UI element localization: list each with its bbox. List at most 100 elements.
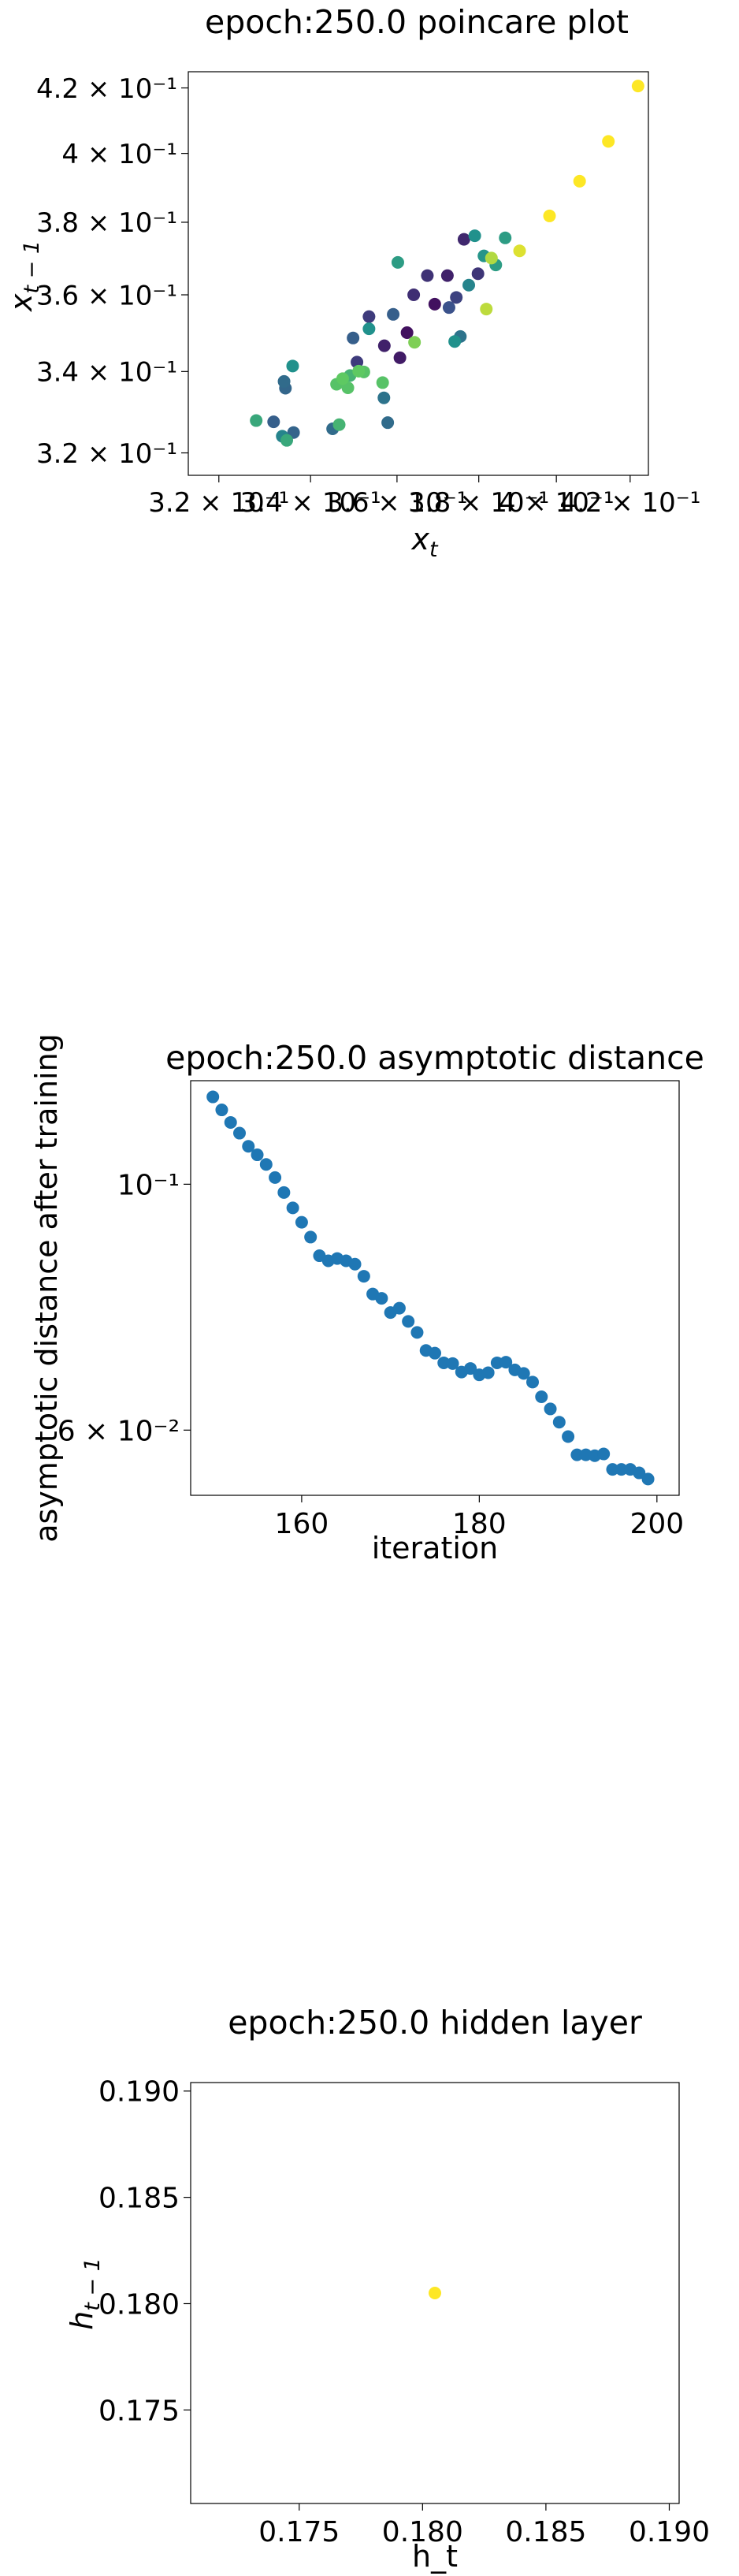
scatter-point	[606, 1463, 619, 1476]
hidden-layer-chart: epoch:250.0 hidden layer 0.175 0.180 0.185…	[65, 2004, 710, 2574]
scatter-point	[347, 331, 360, 344]
scatter-point	[517, 1367, 530, 1380]
x-tick-label: 0.180	[382, 2516, 463, 2548]
scatter-point	[421, 269, 434, 282]
scatter-point	[280, 434, 294, 447]
scatter-point	[446, 1357, 459, 1370]
scatter-point	[429, 2287, 441, 2299]
x-tick-label: 0.190	[629, 2516, 710, 2548]
y-axis-label: asymptotic distance after training	[29, 1033, 64, 1543]
x-tick-label: 3.8 × 10⁻¹	[408, 487, 549, 519]
scatter-point	[457, 233, 470, 246]
x-tick-label: 3.4 × 10⁻¹	[240, 487, 381, 519]
x-tick-label: 200	[629, 1508, 684, 1540]
scatter-point	[391, 255, 404, 269]
scatter-point	[407, 288, 421, 302]
scatter-point	[442, 301, 455, 315]
scatter-point	[381, 416, 395, 430]
scatter-point	[631, 80, 644, 93]
x-tick-label: 160	[275, 1508, 329, 1540]
scatter-point	[233, 1126, 246, 1140]
scatter-point	[362, 310, 376, 323]
scatter-point	[480, 303, 493, 316]
scatter-point	[352, 364, 366, 378]
scatter-point	[259, 1158, 273, 1171]
y-tick-label: 4 × 10⁻¹	[61, 139, 177, 170]
x-axis-label: h_t	[412, 2539, 458, 2574]
scatter-point	[464, 1362, 477, 1375]
x-tick-label: 180	[452, 1508, 507, 1540]
scatter-point	[526, 1375, 539, 1389]
y-tick-label: 3.2 × 10⁻¹	[36, 438, 177, 470]
scatter-point	[267, 415, 280, 429]
scatter-point	[615, 1463, 628, 1476]
scatter-point	[485, 251, 498, 265]
scatter-point	[377, 339, 391, 352]
scatter-point	[341, 381, 355, 394]
scatter-point	[277, 374, 291, 388]
scatter-point	[242, 1140, 255, 1153]
y-tick-label: 3.6 × 10⁻¹	[36, 280, 177, 311]
x-axis-label: iteration	[372, 1531, 499, 1565]
x-tick-label: 0.185	[505, 2516, 586, 2548]
chart-title: epoch:250.0 hidden layer	[228, 2004, 642, 2042]
scatter-point	[393, 351, 407, 364]
y-tick-label: 4.2 × 10⁻¹	[36, 73, 177, 105]
chart-title: epoch:250.0 asymptotic distance	[165, 1039, 704, 1077]
scatter-point	[450, 291, 463, 304]
y-tick-label: 0.175	[98, 2395, 180, 2427]
scatter-point	[286, 359, 299, 373]
scatter-point	[410, 1326, 424, 1339]
scatter-point	[387, 307, 400, 321]
y-tick-label: 0.185	[98, 2183, 180, 2215]
scatter-point	[499, 231, 512, 244]
x-tick-label: 4.2 × 10⁻¹	[559, 487, 700, 519]
scatter-point	[535, 1390, 548, 1404]
y-tick-label: 6 × 10⁻²	[58, 1415, 180, 1447]
y-tick-label: 3.4 × 10⁻¹	[36, 357, 177, 389]
scatter-point	[440, 269, 454, 282]
scatter-point	[348, 1257, 362, 1271]
scatter-point	[400, 326, 414, 339]
scatter-point	[392, 1301, 406, 1315]
plot-frame	[190, 2082, 680, 2504]
scatter-point	[304, 1230, 318, 1244]
scatter-point	[357, 1270, 370, 1283]
scatter-point	[375, 1292, 388, 1305]
scatter-point	[481, 1366, 495, 1379]
y-tick-label: 0.180	[98, 2288, 180, 2321]
y-tick-label: 0.190	[98, 2076, 180, 2109]
scatter-point	[269, 1171, 282, 1184]
scatter-point	[448, 335, 462, 348]
svg-text:ht − 1: ht − 1	[65, 2258, 105, 2330]
scatter-point	[332, 418, 346, 431]
scatter-point	[286, 1201, 299, 1215]
y-axis-label: ht − 1	[65, 2258, 105, 2330]
scatter-point	[552, 1416, 566, 1429]
x-tick-label: 3.6 × 10⁻¹	[326, 487, 467, 519]
scatter-point	[562, 1430, 575, 1443]
x-tick-label: 4 × 10⁻¹	[499, 487, 615, 519]
scatter-point	[471, 267, 485, 281]
scatter-point	[376, 376, 389, 389]
scatter-point	[544, 1402, 557, 1416]
scatter-point	[543, 209, 556, 222]
scatter-point	[468, 229, 481, 243]
plot-frame	[188, 71, 649, 476]
scatter-point	[295, 1215, 308, 1229]
x-axis-label: xt	[410, 522, 439, 562]
plot-frame	[190, 1080, 680, 1496]
y-axis-label: xt − 1	[4, 240, 44, 312]
scatter-point	[428, 297, 441, 311]
scatter-point	[224, 1115, 237, 1129]
scatter-point	[408, 336, 421, 349]
scatter-point	[206, 1090, 220, 1104]
x-tick-label: 3.2 × 10⁻¹	[148, 487, 289, 519]
scatter-point	[277, 1186, 291, 1199]
scatter-point	[250, 414, 263, 427]
svg-text:xt − 1: xt − 1	[4, 240, 44, 312]
y-tick-label: 10⁻¹	[117, 1169, 180, 1201]
scatter-point	[633, 1466, 646, 1480]
scatter-point	[251, 1148, 264, 1162]
scatter-point	[499, 1356, 513, 1369]
